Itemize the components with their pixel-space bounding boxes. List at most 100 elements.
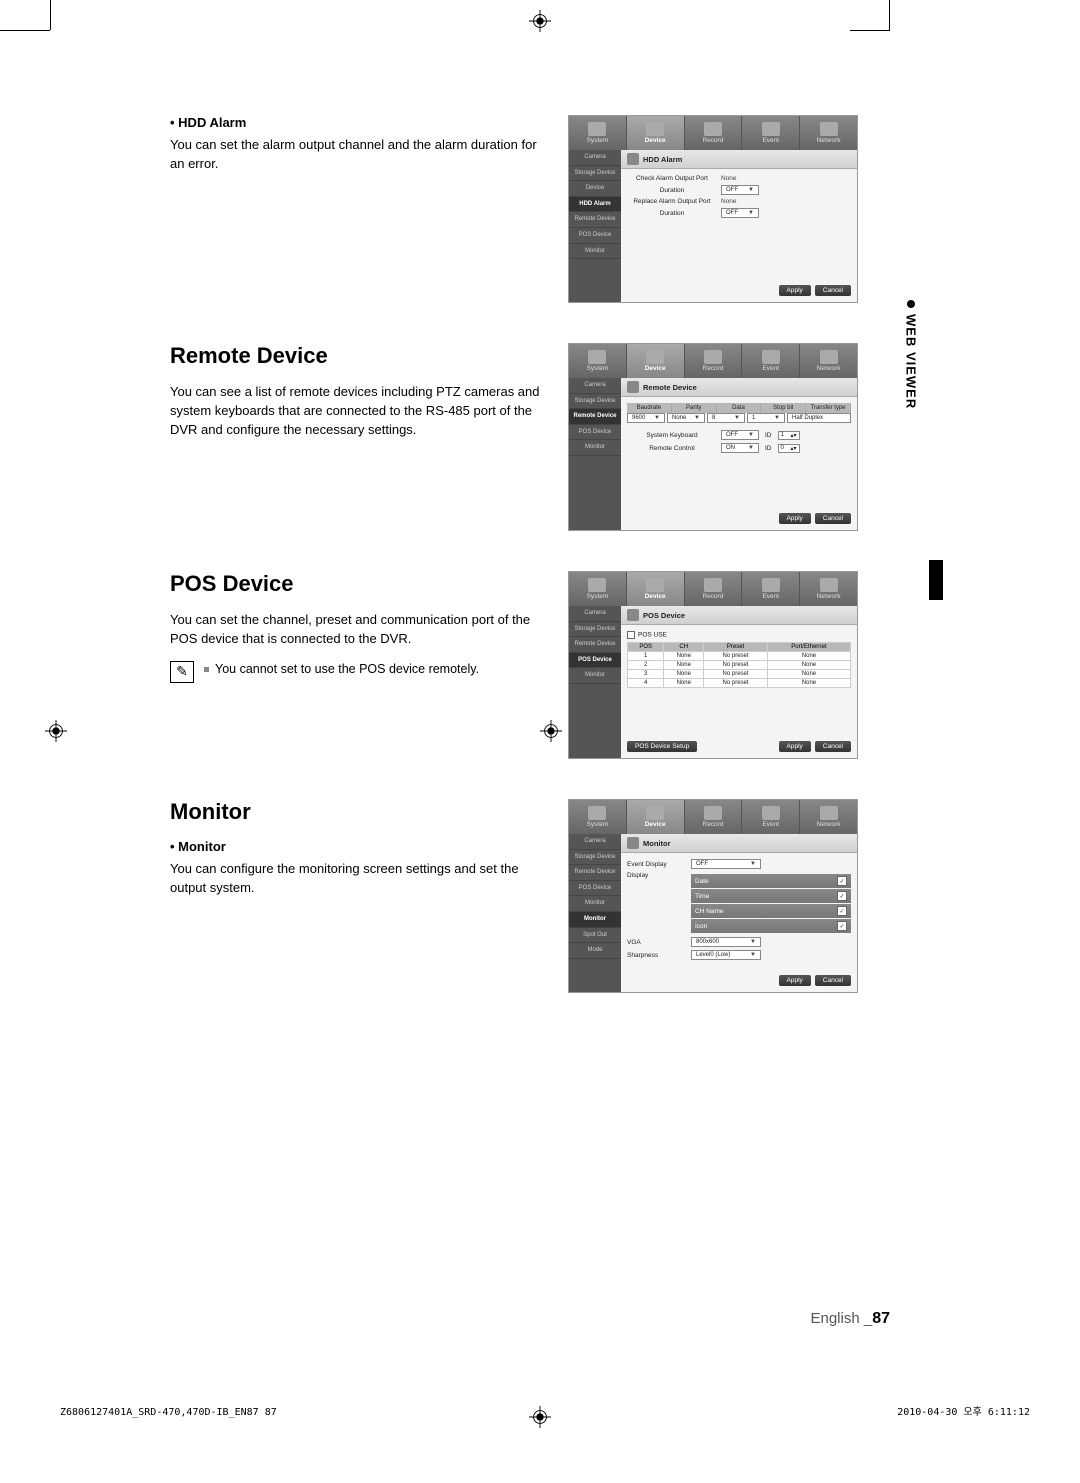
table-cell: None: [767, 679, 850, 688]
cancel-button[interactable]: Cancel: [815, 975, 851, 986]
checkbox[interactable]: ✓: [837, 876, 847, 886]
sidebar-item[interactable]: Monitor: [569, 912, 621, 928]
sidebar-item[interactable]: Remote Device: [569, 637, 621, 653]
checkbox[interactable]: ✓: [837, 921, 847, 931]
sidebar-item[interactable]: Spot Out: [569, 928, 621, 944]
print-footer-right: 2010-04-30 오후 6:11:12: [897, 1403, 1030, 1418]
heading-monitor: Monitor: [170, 799, 550, 825]
tab-icon: [646, 806, 664, 820]
sidebar-item[interactable]: Camera: [569, 378, 621, 394]
select-box[interactable]: ON▼: [721, 443, 759, 453]
tab-record[interactable]: Record: [685, 800, 743, 834]
table-cell: 3: [628, 670, 664, 679]
tab-icon: [588, 122, 606, 136]
tab-system[interactable]: System: [569, 800, 627, 834]
apply-button[interactable]: Apply: [779, 741, 811, 752]
sidebar-item[interactable]: POS Device: [569, 881, 621, 897]
number-stepper[interactable]: 1▴▾: [778, 431, 800, 440]
tab-record[interactable]: Record: [685, 572, 743, 606]
tab-device[interactable]: Device: [627, 344, 685, 378]
tab-system[interactable]: System: [569, 572, 627, 606]
checkbox[interactable]: ✓: [837, 891, 847, 901]
sidebar-item[interactable]: Storage Device: [569, 850, 621, 866]
sidebar-item[interactable]: POS Device: [569, 228, 621, 244]
select-box[interactable]: 9600▼: [627, 413, 665, 423]
tab-system[interactable]: System: [569, 344, 627, 378]
setting-label: Sharpness: [627, 952, 687, 959]
heading-remote-device: Remote Device: [170, 343, 550, 369]
apply-button[interactable]: Apply: [779, 975, 811, 986]
sidebar-item[interactable]: Monitor: [569, 244, 621, 260]
tab-network[interactable]: Network: [800, 572, 857, 606]
column-header: Baudrate: [627, 403, 672, 413]
select-box[interactable]: Half Duplex: [787, 413, 851, 423]
sidebar-item[interactable]: Mode: [569, 943, 621, 959]
select-box[interactable]: Level0 (Low)▼: [691, 950, 761, 960]
sidebar-item[interactable]: Camera: [569, 834, 621, 850]
checkbox[interactable]: [627, 631, 635, 639]
cancel-button[interactable]: Cancel: [815, 513, 851, 524]
sidebar-item[interactable]: Monitor: [569, 440, 621, 456]
number-stepper[interactable]: 0▴▾: [778, 444, 800, 453]
screenshot-pos-device: SystemDeviceRecordEventNetwork CameraStor…: [568, 571, 858, 759]
sidebar-item[interactable]: Camera: [569, 150, 621, 166]
sidebar-item[interactable]: Remote Device: [569, 212, 621, 228]
tab-icon: [762, 806, 780, 820]
tab-event[interactable]: Event: [742, 800, 800, 834]
sidebar-item[interactable]: Monitor: [569, 668, 621, 684]
select-box[interactable]: OFF▼: [691, 859, 761, 869]
tab-network[interactable]: Network: [800, 116, 857, 150]
tab-record[interactable]: Record: [685, 116, 743, 150]
cancel-button[interactable]: Cancel: [815, 285, 851, 296]
setup-button[interactable]: POS Device Setup: [627, 741, 697, 752]
select-box[interactable]: 800x600▼: [691, 937, 761, 947]
setting-label: Display: [627, 872, 687, 879]
tab-icon: [820, 578, 838, 592]
select-box[interactable]: OFF▼: [721, 430, 759, 440]
select-box[interactable]: 1▼: [747, 413, 785, 423]
sidebar-item[interactable]: Remote Device: [569, 409, 621, 425]
tab-record[interactable]: Record: [685, 344, 743, 378]
apply-button[interactable]: Apply: [779, 513, 811, 524]
body-text: You can configure the monitoring screen …: [170, 860, 550, 898]
tab-icon: [646, 578, 664, 592]
crop-mark: [0, 30, 50, 31]
tab-device[interactable]: Device: [627, 116, 685, 150]
sidebar-item[interactable]: POS Device: [569, 653, 621, 669]
sidebar-item[interactable]: POS Device: [569, 425, 621, 441]
sidebar-item[interactable]: Monitor: [569, 896, 621, 912]
sidebar-item[interactable]: Storage Device: [569, 394, 621, 410]
tab-device[interactable]: Device: [627, 800, 685, 834]
screenshot-hdd-alarm: SystemDeviceRecordEventNetworkCameraStor…: [568, 115, 858, 303]
sidebar-item[interactable]: Storage Device: [569, 166, 621, 182]
tab-event[interactable]: Event: [742, 572, 800, 606]
select-box[interactable]: OFF▼: [721, 185, 759, 195]
setting-label: VGA: [627, 939, 687, 946]
setting-label: Event Display: [627, 861, 687, 868]
select-box[interactable]: OFF▼: [721, 208, 759, 218]
tab-event[interactable]: Event: [742, 116, 800, 150]
tab-network[interactable]: Network: [800, 800, 857, 834]
select-box[interactable]: 8▼: [707, 413, 745, 423]
tab-event[interactable]: Event: [742, 344, 800, 378]
sidebar-item[interactable]: Remote Device: [569, 865, 621, 881]
bullet-icon: [907, 300, 915, 308]
sidebar-item[interactable]: Camera: [569, 606, 621, 622]
tab-icon: [646, 122, 664, 136]
tab-system[interactable]: System: [569, 116, 627, 150]
sidebar-item[interactable]: Storage Device: [569, 622, 621, 638]
checkbox[interactable]: ✓: [837, 906, 847, 916]
sidebar-item[interactable]: HDD Alarm: [569, 197, 621, 213]
select-box[interactable]: None▼: [667, 413, 705, 423]
setting-label: System Keyboard: [627, 432, 717, 439]
body-text: You can set the channel, preset and comm…: [170, 611, 550, 649]
apply-button[interactable]: Apply: [779, 285, 811, 296]
cancel-button[interactable]: Cancel: [815, 741, 851, 752]
sidebar-item[interactable]: Device: [569, 181, 621, 197]
tab-device[interactable]: Device: [627, 572, 685, 606]
content-title: HDD Alarm: [621, 150, 857, 169]
chevron-down-icon: ▼: [748, 210, 754, 216]
subheading-monitor: • Monitor: [170, 839, 550, 854]
table-cell: 1: [628, 652, 664, 661]
tab-network[interactable]: Network: [800, 344, 857, 378]
